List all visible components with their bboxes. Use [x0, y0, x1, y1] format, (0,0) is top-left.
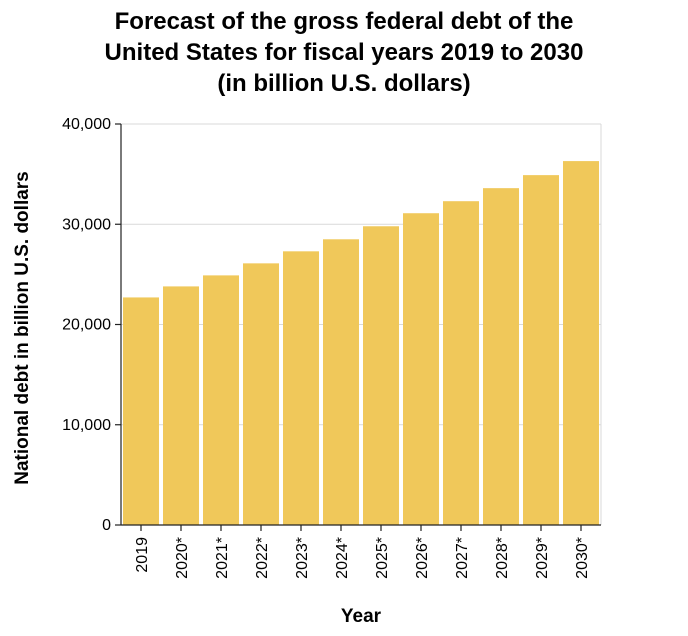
y-tick-label-2: 20,000	[62, 317, 111, 334]
y-tick-label-4: 40,000	[62, 116, 111, 133]
x-tick-label-10: 2029*	[534, 537, 551, 579]
chart-title-line-2: United States for fiscal years 2019 to 2…	[104, 39, 584, 66]
x-tick-label-1: 2020*	[174, 537, 191, 579]
x-tick-label-2: 2021*	[214, 537, 231, 579]
chart-title: Forecast of the gross federal debt of th…	[0, 6, 688, 99]
y-axis-title: National debt in billion U.S. dollars	[12, 171, 33, 485]
x-tick-label-4: 2023*	[294, 537, 311, 579]
bar-2029	[523, 175, 559, 525]
bar-2026	[403, 213, 439, 525]
y-tick-label-1: 10,000	[62, 417, 111, 434]
x-tick-label-6: 2025*	[374, 537, 391, 579]
bar-2019	[123, 297, 159, 525]
bar-2021	[203, 275, 239, 525]
bar-2028	[483, 188, 519, 525]
bar-2027	[443, 201, 479, 525]
y-ticks: 0 10,000 20,000 30,000 40,000	[62, 116, 121, 534]
bar-2025	[363, 226, 399, 525]
x-axis-title: Year	[341, 606, 382, 627]
x-tick-label-3: 2022*	[254, 537, 271, 579]
x-tick-label-5: 2024*	[334, 537, 351, 579]
bar-2023	[283, 251, 319, 525]
bar-2020	[163, 286, 199, 525]
x-tick-label-0: 2019	[134, 537, 151, 573]
bars	[123, 161, 599, 525]
bar-2024	[323, 239, 359, 525]
x-ticks: 2019 2020* 2021* 2022* 2023* 2024* 2025* 2026* 2…	[134, 525, 591, 579]
x-tick-label-11: 2030*	[574, 537, 591, 579]
x-tick-label-7: 2026*	[414, 537, 431, 579]
x-tick-label-8: 2027*	[454, 537, 471, 579]
chart-title-line-3: (in billion U.S. dollars)	[217, 70, 471, 97]
y-tick-label-3: 30,000	[62, 216, 111, 233]
bar-2022	[243, 263, 279, 525]
y-tick-label-0: 0	[102, 517, 111, 534]
bar-2030	[563, 161, 599, 525]
chart-title-line-1: Forecast of the gross federal debt of th…	[114, 8, 574, 35]
x-tick-label-9: 2028*	[494, 537, 511, 579]
